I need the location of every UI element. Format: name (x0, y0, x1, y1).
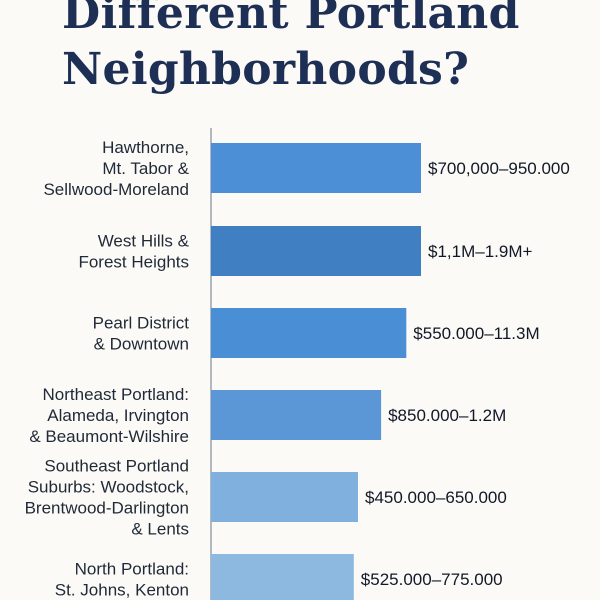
chart-title: Different Portland Neighborhoods? (62, 0, 520, 98)
category-label-line: Forest Heights (78, 253, 189, 272)
category-label-line: & Lents (131, 520, 189, 539)
bar-5 (211, 472, 358, 522)
category-label-3: Pearl District & Downtown (93, 314, 190, 354)
value-label-5: $450.000–650.000 (365, 488, 507, 507)
value-label-4: $850.000–1.2M (388, 406, 506, 425)
bar-6 (211, 554, 354, 600)
category-label-line: Northeast Portland: (43, 385, 189, 404)
category-label-line: & Downtown (94, 335, 189, 354)
chart-title-line-1: Different Portland (62, 0, 520, 39)
category-label-line: & Beaumont-Wilshire (29, 427, 189, 446)
chart-title-line-2: Neighborhoods? (62, 44, 470, 95)
category-label-line: Hawthorne, (102, 138, 189, 157)
value-label-6: $525.000–775.000 (361, 570, 503, 589)
category-label-1: Hawthorne, Mt. Tabor & Sellwood-Moreland (43, 138, 189, 199)
bar-4 (211, 390, 382, 440)
value-label-3: $550.000–11.3M (413, 324, 539, 343)
category-label-line: Brentwood-Darlington (25, 499, 189, 518)
category-label-6: North Portland: St. Johns, Kenton (55, 560, 189, 600)
bar-3 (211, 308, 407, 358)
category-label-5: Southeast Portland Suburbs: Woodstock, Bre… (25, 457, 189, 539)
category-label-line: Mt. Tabor & (102, 159, 189, 178)
category-label-line: Southeast Portland (44, 457, 189, 476)
category-label-4: Northeast Portland: Alameda, Irvington & B… (29, 385, 189, 446)
category-label-line: Alameda, Irvington (47, 406, 189, 425)
category-label-line: St. Johns, Kenton (55, 581, 189, 600)
category-label-line: Sellwood-Moreland (43, 180, 189, 199)
category-label-2: West Hills & Forest Heights (78, 232, 189, 272)
value-label-1: $700,000–950.000 (428, 159, 570, 178)
category-label-line: West Hills & (98, 232, 190, 251)
category-label-line: Suburbs: Woodstock, (28, 478, 189, 497)
category-label-line: North Portland: (75, 560, 189, 579)
bar-1 (211, 143, 421, 193)
bar-2 (211, 226, 421, 276)
value-label-2: $1,1M–1.9M+ (428, 242, 532, 261)
category-label-line: Pearl District (93, 314, 190, 333)
